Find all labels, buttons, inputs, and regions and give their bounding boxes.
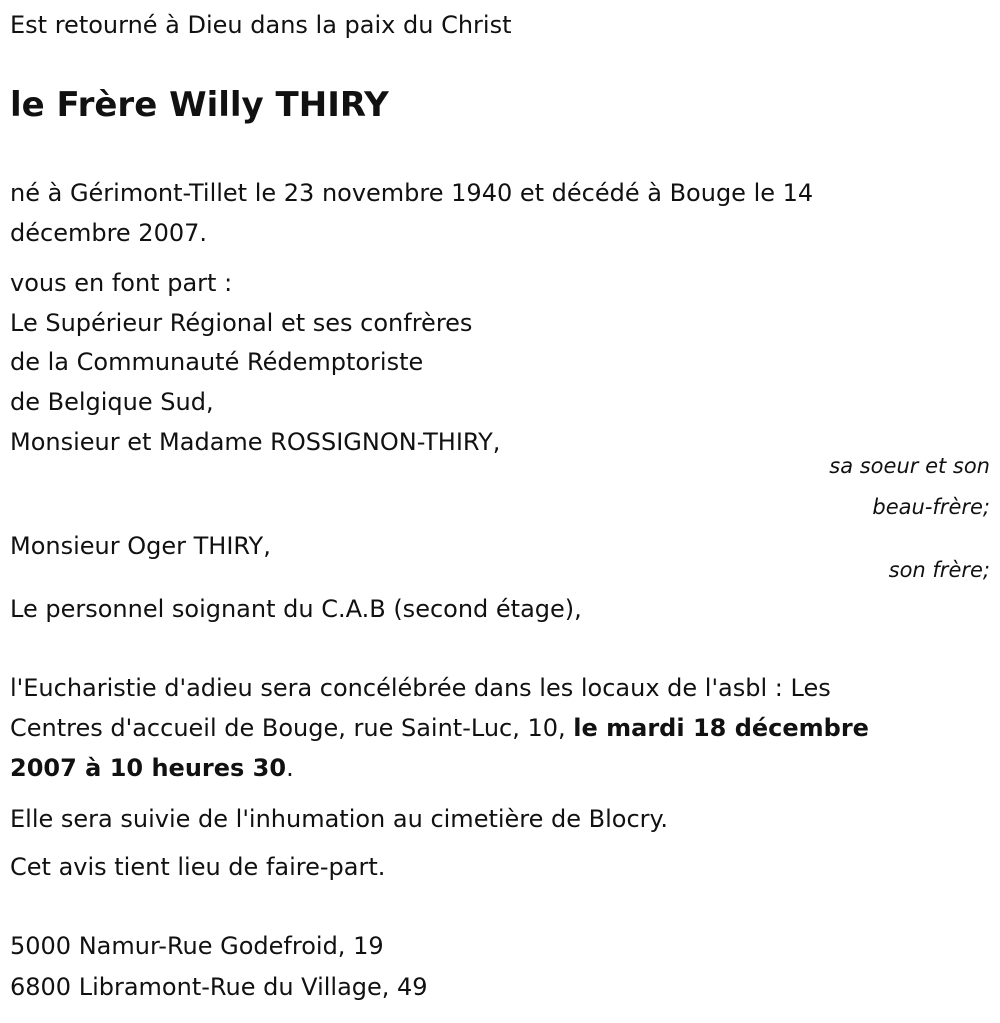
family-line: Le personnel soignant du C.A.B (second é…	[10, 595, 582, 623]
ceremony-line-1: l'Eucharistie d'adieu sera concélébrée d…	[10, 674, 831, 702]
relation-text: sa soeur et son	[829, 454, 990, 478]
ceremony-line-2: Centres d'accueil de Bouge, rue Saint-Lu…	[10, 712, 869, 744]
notice-text: Cet avis tient lieu de faire-part.	[10, 853, 386, 881]
punctuation: .	[286, 754, 294, 782]
ceremony-time: 2007 à 10 heures 30	[10, 754, 287, 782]
family-line: Monsieur Oger THIRY,	[10, 532, 271, 560]
address-line: 5000 Namur-Rue Godefroid, 19	[10, 932, 384, 960]
relation-text: son frère;	[888, 558, 990, 582]
family-line: Monsieur et Madame ROSSIGNON-THIRY,	[10, 428, 501, 456]
relation-text: beau-frère;	[872, 495, 990, 519]
announce-text: vous en font part :	[10, 269, 233, 297]
birth-line-1: né à Gérimont-Tillet le 23 novembre 1940…	[10, 179, 814, 207]
ceremony-location: Centres d'accueil de Bouge, rue Saint-Lu…	[10, 714, 574, 742]
family-line: Le Supérieur Régional et ses confrères	[10, 309, 473, 337]
address-line: 6800 Libramont-Rue du Village, 49	[10, 973, 428, 1001]
birth-line-2: décembre 2007.	[10, 219, 208, 247]
intro-text: Est retourné à Dieu dans la paix du Chri…	[10, 11, 512, 39]
family-line: de Belgique Sud,	[10, 388, 214, 416]
burial-text: Elle sera suivie de l'inhumation au cime…	[10, 805, 668, 833]
ceremony-line-3: 2007 à 10 heures 30.	[10, 752, 294, 784]
ceremony-date: le mardi 18 décembre	[573, 714, 869, 742]
page-title: le Frère Willy THIRY	[10, 85, 389, 125]
family-line: de la Communauté Rédemptoriste	[10, 348, 424, 376]
